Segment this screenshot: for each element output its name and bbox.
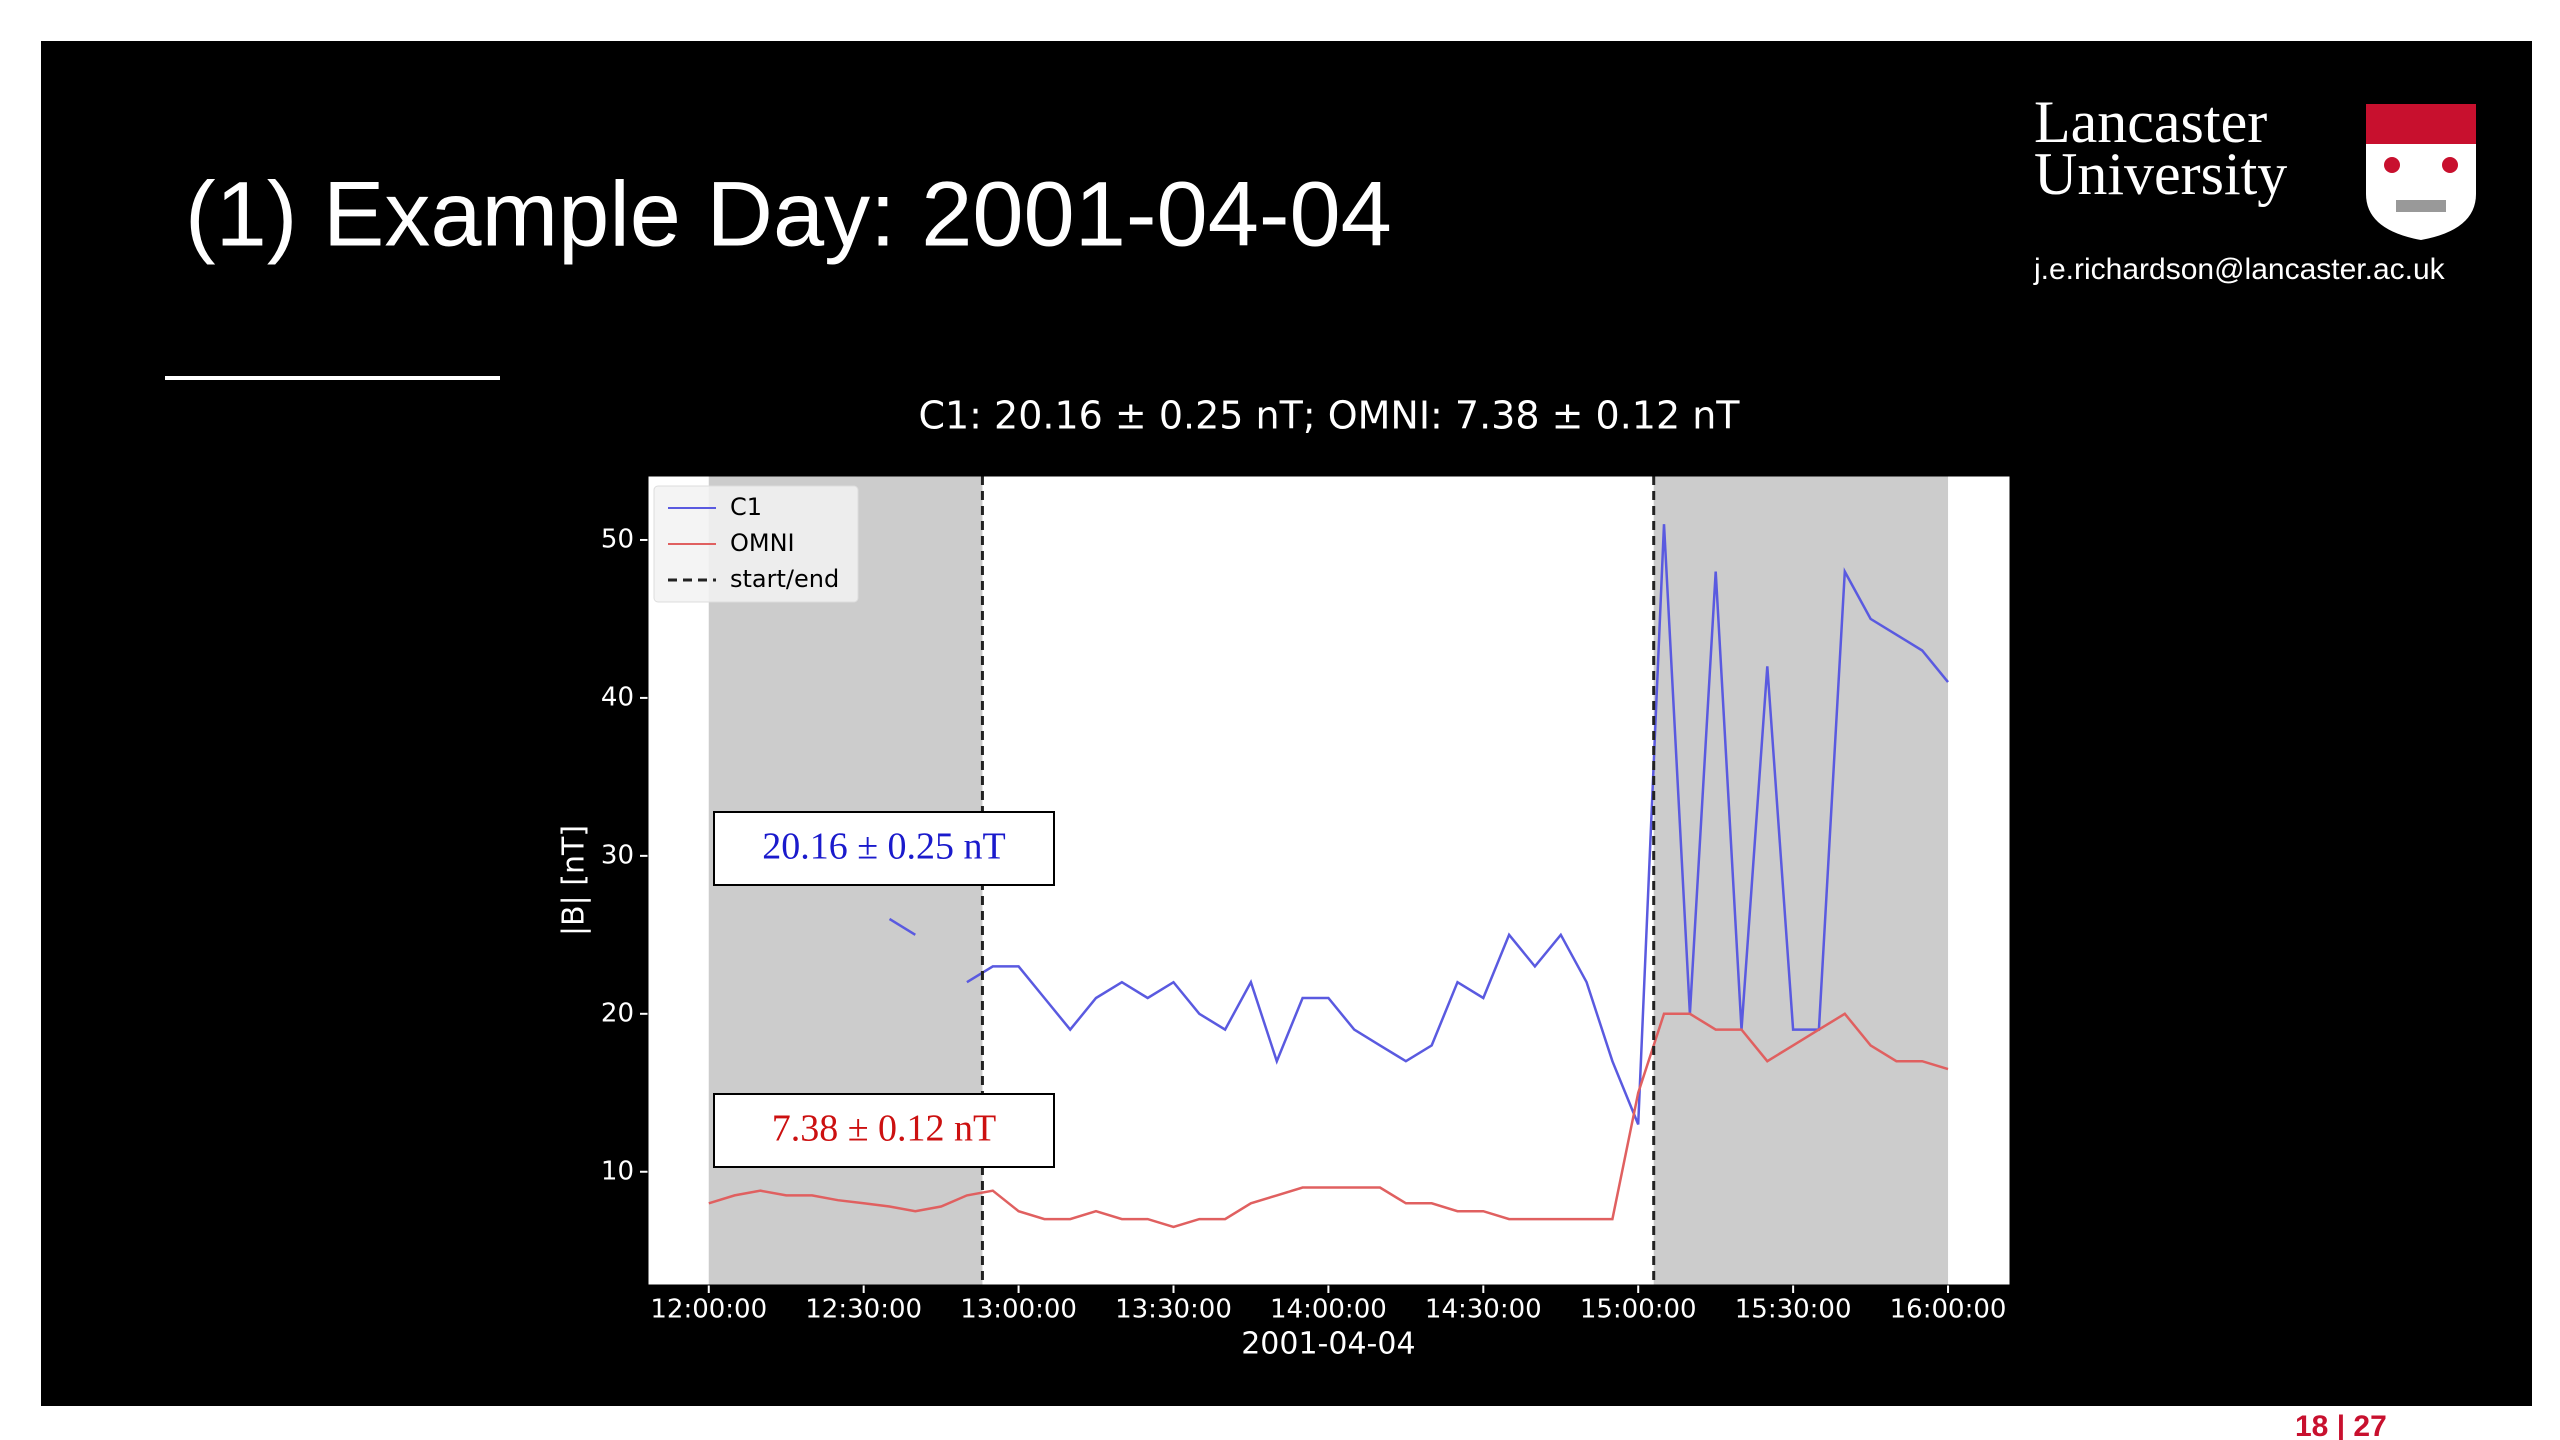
logo-text: Lancaster [2034,89,2267,155]
chart-title: C1: 20.16 ± 0.25 nT; OMNI: 7.38 ± 0.12 n… [918,394,1740,438]
legend-box [653,485,859,603]
y-tick-label: 10 [601,1156,634,1186]
annotation-text: 7.38 ± 0.12 nT [772,1108,997,1150]
legend-label: OMNI [730,529,795,557]
annotation-box [713,811,1055,886]
legend-label: C1 [730,493,762,521]
x-tick-label: 12:30:00 [805,1295,922,1325]
legend-label: start/end [730,565,839,593]
plot-frame [647,475,2011,1286]
y-tick-label: 40 [601,682,634,712]
chart: C1: 20.16 ± 0.25 nT; OMNI: 7.38 ± 0.12 n… [557,394,2011,1362]
data-line [708,1012,1949,1229]
page-number: 18 | 27 [2295,1410,2387,1440]
shaded-region [1653,476,1949,1285]
email: j.e.richardson@lancaster.ac.uk [2033,253,2446,286]
x-tick-label: 15:30:00 [1735,1295,1852,1325]
logo-shield [2366,104,2476,240]
y-tick-label: 50 [601,524,634,554]
x-tick-label: 16:00:00 [1890,1295,2007,1325]
x-tick-label: 13:30:00 [1115,1295,1232,1325]
logo-text: University [2034,141,2287,207]
y-tick-label: 30 [601,840,634,870]
slide-title: (1) Example Day: 2001-04-04 [185,163,1392,265]
x-tick-label: 14:30:00 [1425,1295,1542,1325]
x-tick-label: 15:00:00 [1580,1295,1697,1325]
annotation-text: 20.16 ± 0.25 nT [762,826,1006,868]
x-tick-label: 14:00:00 [1270,1295,1387,1325]
y-tick-label: 20 [601,998,634,1028]
y-axis-label: |B| [nT] [557,825,592,936]
x-axis-label: 2001-04-04 [1241,1327,1415,1362]
x-tick-label: 12:00:00 [650,1295,767,1325]
annotation-box [713,1093,1055,1168]
data-line [888,524,1949,1125]
x-tick-label: 13:00:00 [960,1295,1077,1325]
